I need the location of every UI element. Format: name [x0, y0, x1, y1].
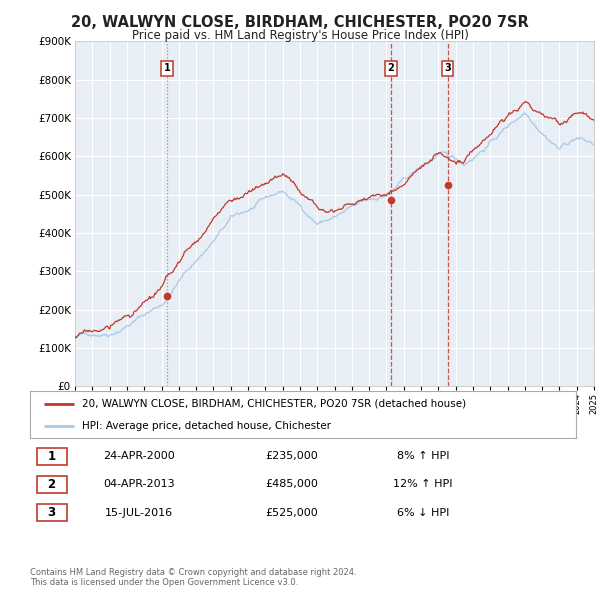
Text: Price paid vs. HM Land Registry's House Price Index (HPI): Price paid vs. HM Land Registry's House … [131, 30, 469, 42]
Text: £235,000: £235,000 [266, 451, 319, 461]
Text: 2: 2 [47, 478, 56, 491]
Text: 1: 1 [163, 63, 170, 73]
Text: 1: 1 [47, 450, 56, 463]
Text: 8% ↑ HPI: 8% ↑ HPI [397, 451, 449, 461]
Text: Contains HM Land Registry data © Crown copyright and database right 2024.
This d: Contains HM Land Registry data © Crown c… [30, 568, 356, 587]
FancyBboxPatch shape [37, 448, 67, 464]
FancyBboxPatch shape [37, 476, 67, 493]
Text: 2: 2 [388, 63, 394, 73]
Text: 3: 3 [47, 506, 56, 519]
Text: 12% ↑ HPI: 12% ↑ HPI [394, 480, 453, 489]
Text: 24-APR-2000: 24-APR-2000 [103, 451, 175, 461]
Text: 20, WALWYN CLOSE, BIRDHAM, CHICHESTER, PO20 7SR (detached house): 20, WALWYN CLOSE, BIRDHAM, CHICHESTER, P… [82, 399, 466, 409]
Text: 3: 3 [444, 63, 451, 73]
FancyBboxPatch shape [37, 504, 67, 521]
Text: 04-APR-2013: 04-APR-2013 [103, 480, 175, 489]
Text: £485,000: £485,000 [266, 480, 319, 489]
Text: 6% ↓ HPI: 6% ↓ HPI [397, 508, 449, 517]
Text: 15-JUL-2016: 15-JUL-2016 [105, 508, 173, 517]
Text: 20, WALWYN CLOSE, BIRDHAM, CHICHESTER, PO20 7SR: 20, WALWYN CLOSE, BIRDHAM, CHICHESTER, P… [71, 15, 529, 30]
Text: HPI: Average price, detached house, Chichester: HPI: Average price, detached house, Chic… [82, 421, 331, 431]
Text: £525,000: £525,000 [266, 508, 319, 517]
